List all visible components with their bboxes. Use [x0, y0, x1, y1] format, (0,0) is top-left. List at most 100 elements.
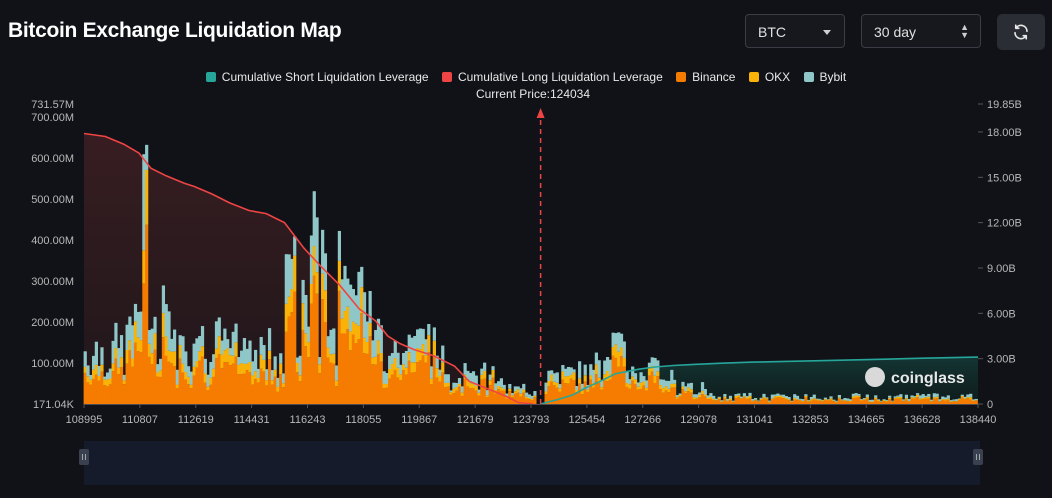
bar-binance	[804, 397, 808, 404]
bar-binance	[231, 363, 235, 404]
slider-left-handle[interactable]	[79, 449, 89, 465]
bar-okx	[91, 369, 96, 379]
bar-okx	[720, 401, 724, 403]
bar-okx	[818, 399, 822, 401]
bar-binance	[466, 386, 470, 404]
bar-binance	[91, 378, 96, 404]
bar-bybit	[865, 394, 869, 398]
bar-bybit	[684, 386, 688, 392]
current-price-label: Current Price:124034	[475, 87, 591, 101]
long-area	[84, 133, 534, 404]
legend-item-okx[interactable]: OKX	[748, 70, 790, 84]
bar-bybit	[561, 365, 565, 372]
bar-binance	[304, 346, 308, 404]
bar-okx	[360, 287, 364, 314]
bar-okx	[346, 306, 350, 330]
bar-bybit	[131, 325, 135, 359]
x-tick-label: 129078	[680, 414, 717, 426]
slider-right-handle[interactable]	[973, 449, 983, 465]
bar-binance	[966, 398, 970, 404]
bar-binance	[242, 373, 247, 404]
bar-bybit	[952, 399, 956, 401]
bar-bybit	[882, 399, 886, 401]
legend-item-short[interactable]: Cumulative Short Liquidation Leverage	[205, 70, 429, 84]
bar-binance	[949, 402, 953, 404]
bar-bybit	[153, 316, 157, 334]
x-tick-label: 125454	[569, 414, 606, 426]
cumulative-short-line	[540, 356, 979, 405]
bar-okx	[737, 395, 741, 398]
bar-bybit	[650, 357, 654, 366]
bar-okx	[348, 331, 353, 351]
range-select[interactable]: 30 day ▲ ▼	[861, 14, 981, 48]
bar-binance	[443, 387, 448, 404]
bar-binance	[795, 400, 800, 404]
legend-item-bybit[interactable]: Bybit	[803, 70, 846, 84]
bar-okx	[474, 386, 478, 391]
bar-okx	[136, 337, 140, 352]
bar-bybit	[888, 395, 892, 398]
bar-binance	[376, 354, 381, 404]
bar-okx	[354, 323, 358, 344]
bar-okx	[284, 303, 288, 332]
bar-bybit	[745, 396, 749, 398]
bar-binance	[600, 389, 604, 404]
bar-bybit	[402, 353, 406, 365]
bar-bybit	[242, 338, 247, 364]
bar-okx	[178, 344, 182, 359]
bar-okx	[963, 398, 967, 400]
bar-okx	[723, 396, 727, 399]
bar-binance	[429, 384, 434, 404]
bar-binance	[237, 374, 241, 404]
bar-binance	[248, 372, 252, 404]
bar-binance	[435, 377, 439, 404]
bar-okx	[745, 397, 749, 399]
bar-okx	[351, 321, 355, 335]
zoom-slider[interactable]	[84, 441, 980, 485]
bar-okx	[759, 398, 763, 401]
bar-bybit	[896, 395, 900, 397]
bar-binance	[424, 362, 428, 404]
bar-binance	[226, 362, 230, 404]
bar-okx	[376, 340, 381, 355]
bar-bybit	[913, 396, 917, 398]
bar-okx	[927, 396, 931, 399]
bar-binance	[477, 395, 481, 404]
bar-okx	[410, 362, 414, 373]
bar-bybit	[804, 394, 808, 396]
bar-bybit	[924, 395, 928, 398]
chevron-down-icon	[823, 30, 831, 35]
legend-item-binance[interactable]: Binance	[676, 70, 735, 84]
legend-label: Cumulative Long Liquidation Leverage	[457, 70, 663, 84]
bar-binance	[938, 401, 942, 404]
bar-okx	[491, 370, 495, 378]
y-right-tick-label: 18.00B	[987, 127, 1022, 139]
bar-binance	[963, 399, 967, 404]
bar-binance	[522, 392, 526, 404]
bar-bybit	[312, 191, 316, 247]
bar-okx	[815, 399, 819, 401]
bar-okx	[812, 398, 816, 400]
refresh-button[interactable]	[997, 14, 1045, 50]
bar-binance	[566, 383, 571, 404]
bar-okx	[388, 368, 392, 379]
coin-select[interactable]: BTC	[745, 14, 845, 48]
bar-okx	[485, 395, 490, 398]
bar-okx	[186, 376, 191, 385]
bar-binance	[832, 401, 836, 404]
bar-binance	[935, 398, 939, 404]
legend-item-long[interactable]: Cumulative Long Liquidation Leverage	[441, 70, 663, 84]
y-right-tick-label: 3.00B	[987, 354, 1016, 366]
bar-binance	[189, 388, 193, 404]
bar-bybit	[441, 345, 445, 363]
bar-bybit	[659, 379, 663, 386]
bar-bybit	[248, 340, 252, 362]
bar-bybit	[385, 372, 389, 385]
bar-okx	[477, 392, 481, 396]
bar-okx	[731, 401, 735, 403]
bar-bybit	[399, 364, 403, 375]
bar-binance	[533, 397, 537, 404]
bar-bybit	[927, 393, 931, 397]
bar-bybit	[497, 381, 501, 386]
bar-okx	[564, 376, 568, 384]
